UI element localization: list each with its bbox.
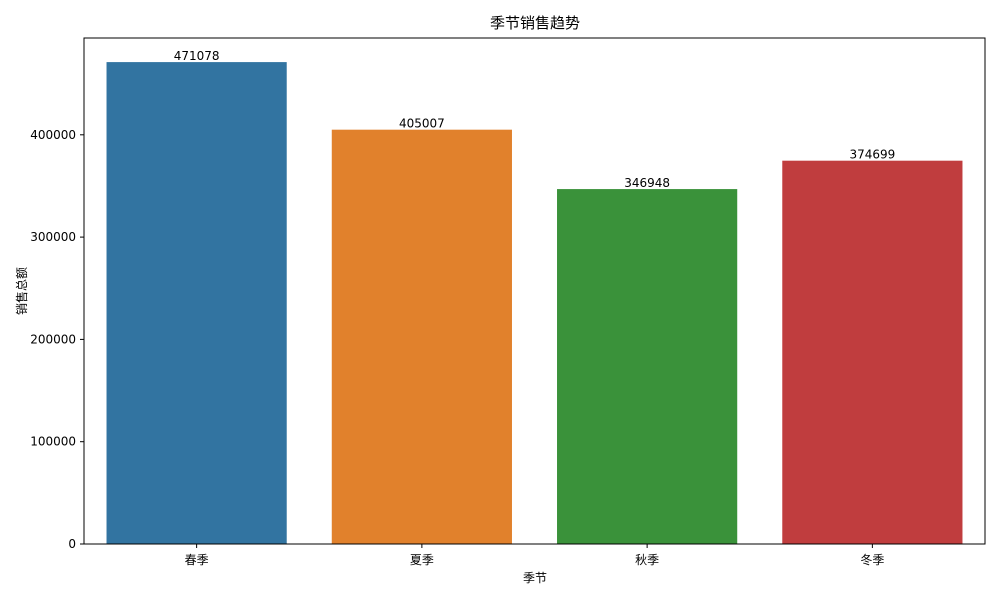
x-tick-label-3: 秋季 xyxy=(635,553,659,567)
y-tick-label-4: 300000 xyxy=(30,230,76,244)
y-tick-label-3: 200000 xyxy=(30,332,76,346)
x-tick-label-4: 冬季 xyxy=(860,552,884,567)
data-label-1: 471078 xyxy=(174,49,220,63)
data-label-2: 405007 xyxy=(399,117,445,131)
bar-1 xyxy=(106,62,287,544)
data-label-4: 374699 xyxy=(849,148,895,162)
bar-2 xyxy=(331,129,512,545)
plot-frame xyxy=(83,37,986,545)
x-tick-label-2: 夏季 xyxy=(410,553,434,567)
data-labels-layer: 471078 405007 346948 374699 xyxy=(174,49,896,190)
chart-title: 季节销售趋势 xyxy=(490,14,580,32)
data-label-3: 346948 xyxy=(624,176,670,190)
bar-3 xyxy=(557,189,738,544)
y-tick-label-2: 100000 xyxy=(30,435,76,449)
x-axis-label: 季节 xyxy=(523,571,547,585)
bar-4 xyxy=(782,160,963,544)
y-axis-label: 销售总额 xyxy=(14,267,29,315)
y-axis: 0 100000 200000 300000 400000 xyxy=(30,128,84,551)
x-axis: 春季 夏季 秋季 冬季 xyxy=(185,544,884,567)
bars-layer xyxy=(106,62,963,545)
x-tick-label-1: 春季 xyxy=(185,553,209,567)
y-tick-label-5: 400000 xyxy=(30,128,76,142)
y-tick-label-1: 0 xyxy=(68,537,76,551)
